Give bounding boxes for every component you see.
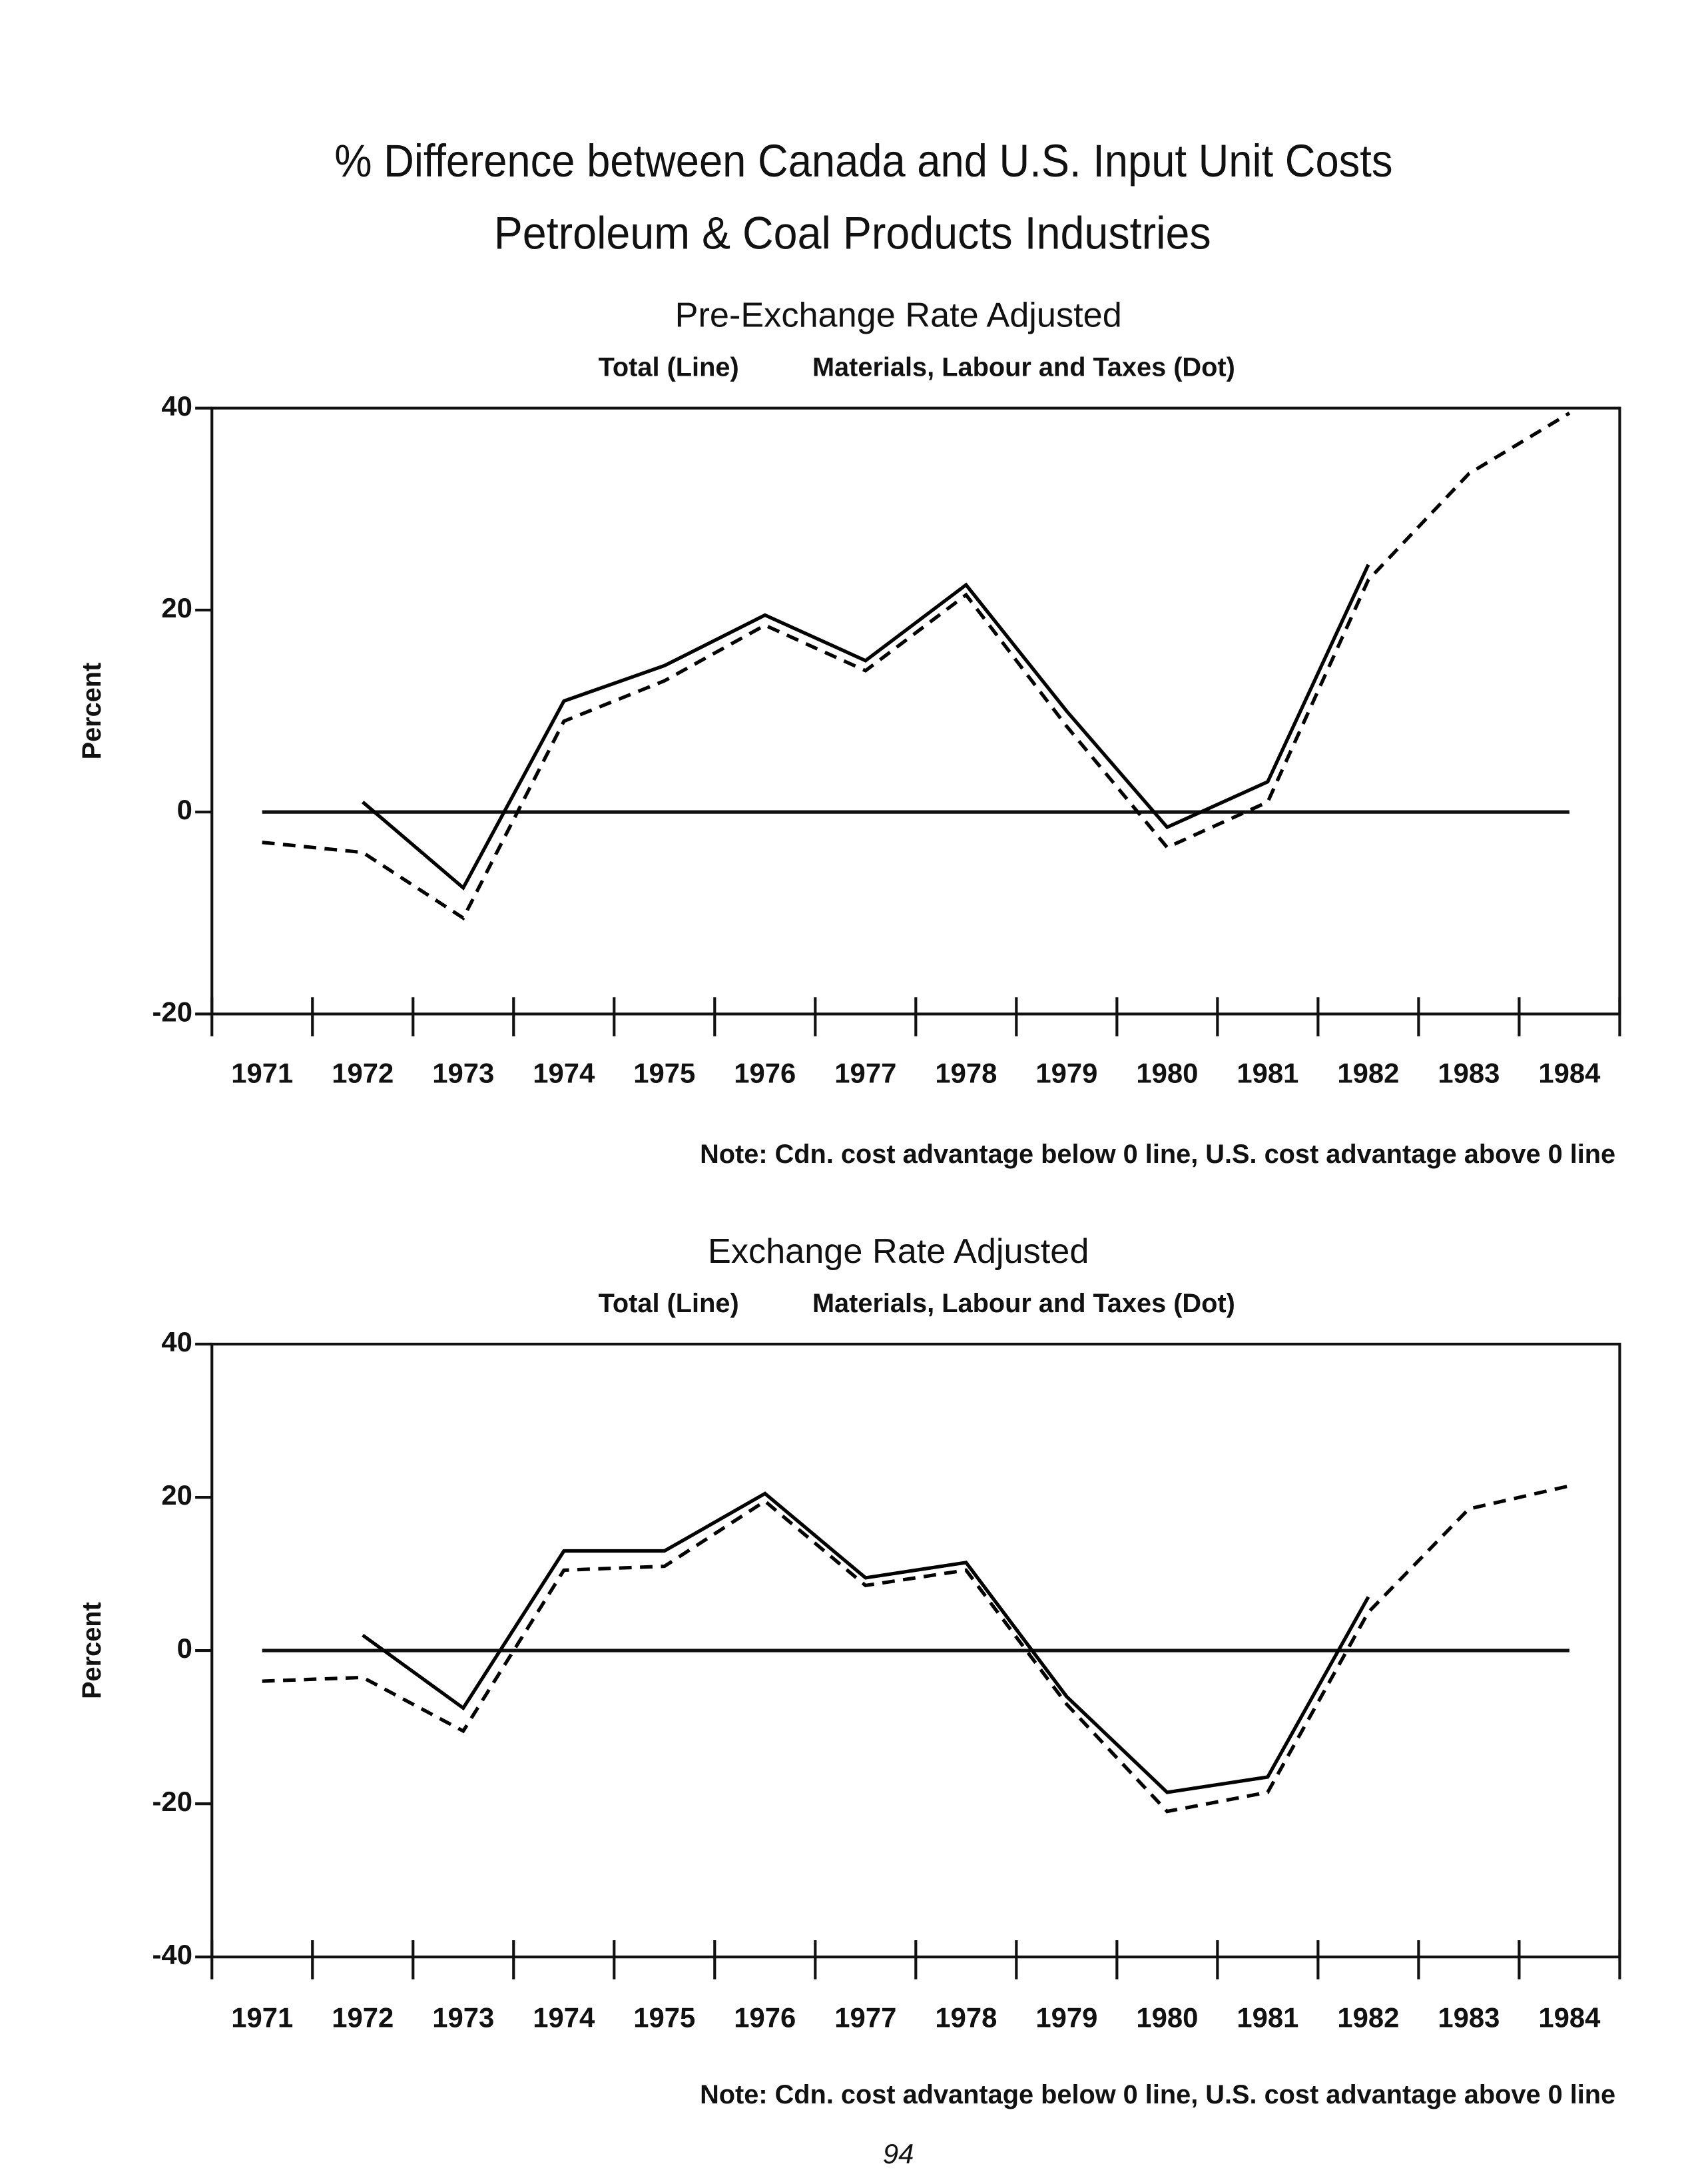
- page-number: 94: [883, 2138, 914, 2169]
- x-tick-label: 1979: [1035, 1057, 1097, 1088]
- y-tick-label: -20: [152, 996, 192, 1027]
- data-line: [262, 1484, 1570, 1814]
- x-tick-label: 1973: [432, 1057, 494, 1088]
- y-tick-label: 0: [177, 1633, 192, 1664]
- x-tick-label: 1976: [734, 2002, 796, 2033]
- x-tick-label: 1974: [533, 2002, 595, 2033]
- x-tick-label: 1972: [332, 2002, 394, 2033]
- x-tick-label: 1981: [1237, 2002, 1298, 2033]
- legend-entry: Total (Line): [599, 1289, 739, 1318]
- plot-frame: [210, 406, 1621, 1016]
- x-tick-label: 1981: [1237, 1057, 1298, 1088]
- y-tick-label: 40: [161, 390, 192, 422]
- chart-title: Exchange Rate Adjusted: [708, 1232, 1089, 1271]
- y-tick-label: 20: [161, 1479, 192, 1511]
- legend-entry: Materials, Labour and Taxes (Dot): [812, 353, 1235, 382]
- x-tick-label: 1983: [1438, 1057, 1500, 1088]
- note: Note: Cdn. cost advantage below 0 line, …: [700, 1140, 1615, 1169]
- x-tick-label: 1978: [935, 1057, 997, 1088]
- x-tick-label: 1976: [734, 1057, 796, 1088]
- x-tick-label: 1977: [834, 1057, 896, 1088]
- x-tick-label: 1972: [332, 1057, 394, 1088]
- note: Note: Cdn. cost advantage below 0 line, …: [700, 2080, 1615, 2109]
- x-tick-label: 1982: [1337, 1057, 1399, 1088]
- x-tick-label: 1983: [1438, 2002, 1500, 2033]
- y-axis-label: Percent: [77, 1602, 107, 1699]
- x-tick-label: 1977: [834, 2002, 896, 2033]
- data-line: [262, 412, 1571, 921]
- x-tick-label: 1971: [231, 1057, 293, 1088]
- x-tick-label: 1980: [1136, 2002, 1198, 2033]
- x-tick-label: 1971: [231, 2002, 293, 2033]
- x-tick-label: 1974: [533, 1057, 595, 1088]
- x-tick-label: 1973: [432, 2002, 494, 2033]
- x-tick-label: 1982: [1337, 2002, 1399, 2033]
- page-title: Petroleum & Coal Products Industries: [494, 208, 1211, 259]
- data-line: [362, 563, 1370, 891]
- y-tick-label: 0: [177, 794, 192, 825]
- x-tick-label: 1980: [1136, 1057, 1198, 1088]
- x-tick-label: 1984: [1538, 2002, 1601, 2033]
- y-tick-label: 40: [161, 1326, 192, 1357]
- x-tick-label: 1975: [633, 1057, 695, 1088]
- y-tick-label: -20: [152, 1786, 192, 1817]
- legend-entry: Materials, Labour and Taxes (Dot): [812, 1289, 1235, 1318]
- y-tick-label: 20: [161, 592, 192, 623]
- legend-entry: Total (Line): [599, 353, 739, 382]
- y-tick-label: -40: [152, 1939, 192, 1970]
- x-tick-label: 1984: [1538, 1057, 1601, 1088]
- x-tick-label: 1978: [935, 2002, 997, 2033]
- x-tick-label: 1979: [1035, 2002, 1097, 2033]
- page-title: % Difference between Canada and U.S. Inp…: [334, 135, 1392, 186]
- chart-title: Pre-Exchange Rate Adjusted: [675, 296, 1122, 335]
- x-tick-label: 1975: [633, 2002, 695, 2033]
- data-line: [362, 1491, 1370, 1794]
- y-axis-label: Percent: [77, 663, 107, 760]
